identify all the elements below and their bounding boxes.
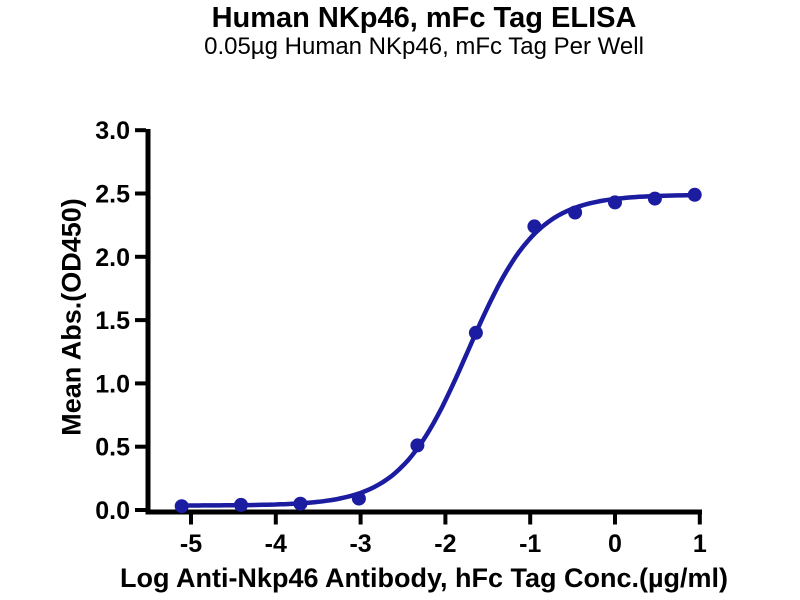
y-tick-label: 2.0 [95, 244, 130, 272]
x-axis-title: Log Anti-Nkp46 Antibody, hFc Tag Conc.(µ… [119, 563, 728, 593]
dose-response-curve [179, 192, 697, 508]
chart-subtitle: 0.05µg Human NKp46, mFc Tag Per Well [204, 33, 644, 60]
data-point [293, 496, 308, 511]
x-tick-label: -1 [519, 530, 541, 558]
x-tick-label: -4 [265, 530, 287, 558]
data-point [351, 491, 366, 506]
x-tick-label: -5 [180, 530, 202, 558]
data-point [468, 325, 483, 340]
data-point [174, 499, 189, 514]
data-point [687, 187, 702, 202]
y-axis-title: Mean Abs.(OD450) [56, 198, 87, 436]
data-point [647, 191, 662, 206]
y-tick-label: 1.5 [95, 307, 130, 335]
y-tick-label: 0.5 [95, 434, 130, 462]
x-tick-label: -2 [434, 530, 456, 558]
data-point [608, 195, 622, 210]
data-point [568, 205, 583, 220]
chart-title: Human NKp46, mFc Tag ELISA [211, 2, 637, 34]
y-tick-label: 0.0 [95, 497, 130, 525]
y-tick-label: 1.0 [95, 370, 130, 398]
fit-curve [179, 192, 697, 508]
x-tick-label: 1 [693, 530, 707, 558]
x-tick-label: 0 [608, 530, 622, 558]
data-points [174, 187, 702, 514]
data-point [234, 497, 248, 512]
axes: -5 -4 -3 -2 -1 0 1 0.0 0.5 1.0 1.5 2.0 2.5 3.0 [95, 117, 707, 558]
data-point [410, 438, 425, 453]
y-tick-label: 2.5 [95, 181, 130, 209]
data-point [527, 219, 542, 234]
y-tick-label: 3.0 [95, 117, 130, 145]
x-tick-label: -3 [349, 530, 371, 558]
